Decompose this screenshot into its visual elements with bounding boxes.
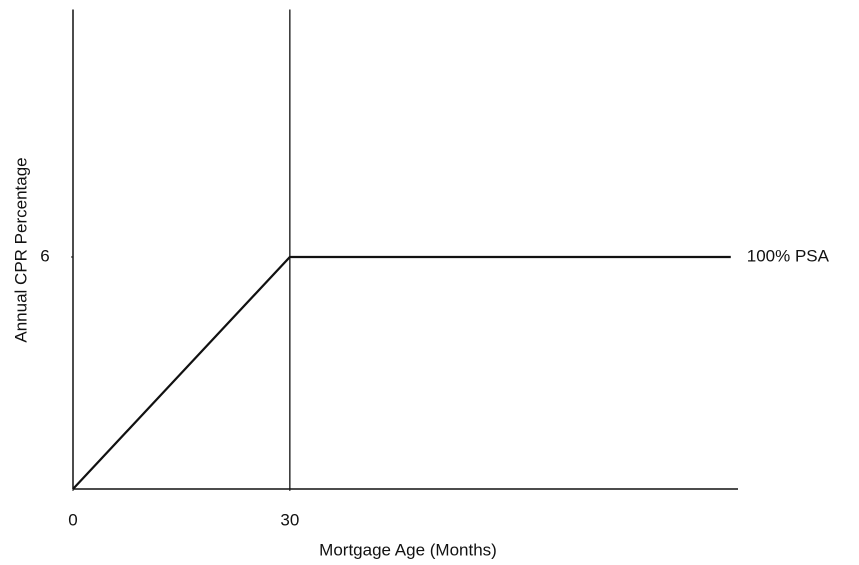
psa-line [72, 255, 731, 490]
series-label: 100% PSA [747, 246, 830, 265]
x-tick-label: 30 [280, 510, 299, 529]
x-tick-label: 0 [68, 510, 77, 529]
y-tick-label: 6 [40, 246, 49, 265]
x-axis-label: Mortgage Age (Months) [319, 540, 497, 559]
y-axis-label: Annual CPR Percentage [11, 157, 30, 342]
